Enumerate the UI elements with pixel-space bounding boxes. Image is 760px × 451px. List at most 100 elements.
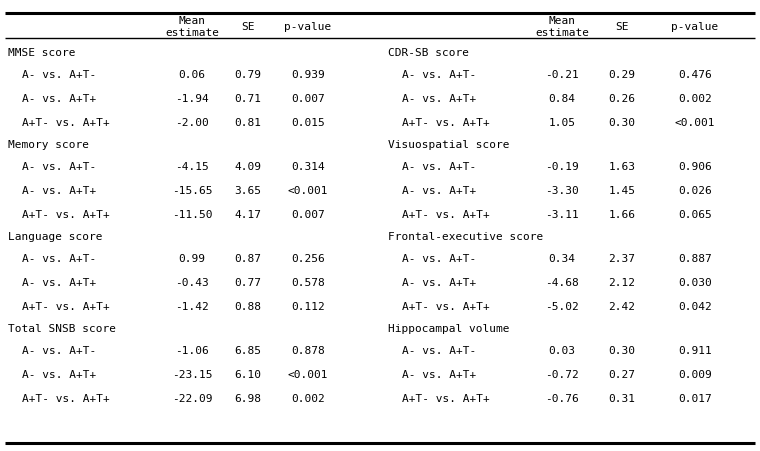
Text: 0.03: 0.03 (549, 345, 575, 355)
Text: 0.065: 0.065 (678, 210, 712, 220)
Text: CDR-SB score: CDR-SB score (388, 48, 469, 58)
Text: -22.09: -22.09 (172, 393, 212, 403)
Text: 0.007: 0.007 (291, 210, 325, 220)
Text: Total SNSB score: Total SNSB score (8, 323, 116, 333)
Text: A+T- vs. A+T+: A+T- vs. A+T+ (22, 210, 109, 220)
Text: A- vs. A+T-: A- vs. A+T- (402, 253, 477, 263)
Text: 0.476: 0.476 (678, 70, 712, 80)
Text: 4.09: 4.09 (235, 161, 261, 172)
Text: 0.112: 0.112 (291, 301, 325, 311)
Text: 0.042: 0.042 (678, 301, 712, 311)
Text: A+T- vs. A+T+: A+T- vs. A+T+ (22, 393, 109, 403)
Text: 0.017: 0.017 (678, 393, 712, 403)
Text: 0.34: 0.34 (549, 253, 575, 263)
Text: <0.001: <0.001 (675, 118, 715, 128)
Text: <0.001: <0.001 (288, 186, 328, 196)
Text: 0.81: 0.81 (235, 118, 261, 128)
Text: Hippocampal volume: Hippocampal volume (388, 323, 509, 333)
Text: 0.87: 0.87 (235, 253, 261, 263)
Text: A+T- vs. A+T+: A+T- vs. A+T+ (22, 118, 109, 128)
Text: -1.42: -1.42 (175, 301, 209, 311)
Text: 4.17: 4.17 (235, 210, 261, 220)
Text: 0.99: 0.99 (179, 253, 205, 263)
Text: -3.11: -3.11 (545, 210, 579, 220)
Text: A- vs. A+T+: A- vs. A+T+ (402, 277, 477, 287)
Text: -4.68: -4.68 (545, 277, 579, 287)
Text: 0.002: 0.002 (291, 393, 325, 403)
Text: A- vs. A+T+: A- vs. A+T+ (402, 94, 477, 104)
Text: 0.578: 0.578 (291, 277, 325, 287)
Text: A- vs. A+T-: A- vs. A+T- (22, 161, 97, 172)
Text: A+T- vs. A+T+: A+T- vs. A+T+ (402, 301, 489, 311)
Text: -15.65: -15.65 (172, 186, 212, 196)
Text: p-value: p-value (671, 22, 719, 32)
Text: 1.05: 1.05 (549, 118, 575, 128)
Text: 0.002: 0.002 (678, 94, 712, 104)
Text: A- vs. A+T-: A- vs. A+T- (22, 345, 97, 355)
Text: 2.12: 2.12 (609, 277, 635, 287)
Text: 0.256: 0.256 (291, 253, 325, 263)
Text: A- vs. A+T+: A- vs. A+T+ (22, 277, 97, 287)
Text: 0.26: 0.26 (609, 94, 635, 104)
Text: -0.21: -0.21 (545, 70, 579, 80)
Text: -0.19: -0.19 (545, 161, 579, 172)
Text: -11.50: -11.50 (172, 210, 212, 220)
Text: p-value: p-value (284, 22, 331, 32)
Text: 0.71: 0.71 (235, 94, 261, 104)
Text: 0.911: 0.911 (678, 345, 712, 355)
Text: 6.85: 6.85 (235, 345, 261, 355)
Text: Mean
estimate: Mean estimate (165, 16, 219, 38)
Text: SE: SE (616, 22, 629, 32)
Text: 0.878: 0.878 (291, 345, 325, 355)
Text: 0.314: 0.314 (291, 161, 325, 172)
Text: 1.45: 1.45 (609, 186, 635, 196)
Text: 0.27: 0.27 (609, 369, 635, 379)
Text: -3.30: -3.30 (545, 186, 579, 196)
Text: A+T- vs. A+T+: A+T- vs. A+T+ (402, 393, 489, 403)
Text: A- vs. A+T+: A- vs. A+T+ (22, 186, 97, 196)
Text: 0.939: 0.939 (291, 70, 325, 80)
Text: 3.65: 3.65 (235, 186, 261, 196)
Text: -23.15: -23.15 (172, 369, 212, 379)
Text: 0.007: 0.007 (291, 94, 325, 104)
Text: 0.88: 0.88 (235, 301, 261, 311)
Text: A- vs. A+T-: A- vs. A+T- (22, 253, 97, 263)
Text: 2.42: 2.42 (609, 301, 635, 311)
Text: MMSE score: MMSE score (8, 48, 75, 58)
Text: 0.009: 0.009 (678, 369, 712, 379)
Text: 0.29: 0.29 (609, 70, 635, 80)
Text: 0.84: 0.84 (549, 94, 575, 104)
Text: A- vs. A+T-: A- vs. A+T- (22, 70, 97, 80)
Text: 0.06: 0.06 (179, 70, 205, 80)
Text: <0.001: <0.001 (288, 369, 328, 379)
Text: A- vs. A+T+: A- vs. A+T+ (402, 186, 477, 196)
Text: A- vs. A+T+: A- vs. A+T+ (22, 94, 97, 104)
Text: -1.06: -1.06 (175, 345, 209, 355)
Text: A+T- vs. A+T+: A+T- vs. A+T+ (22, 301, 109, 311)
Text: 1.63: 1.63 (609, 161, 635, 172)
Text: -0.43: -0.43 (175, 277, 209, 287)
Text: A- vs. A+T+: A- vs. A+T+ (22, 369, 97, 379)
Text: 2.37: 2.37 (609, 253, 635, 263)
Text: SE: SE (241, 22, 255, 32)
Text: -0.76: -0.76 (545, 393, 579, 403)
Text: A- vs. A+T-: A- vs. A+T- (402, 161, 477, 172)
Text: Frontal-executive score: Frontal-executive score (388, 231, 543, 241)
Text: 0.77: 0.77 (235, 277, 261, 287)
Text: 0.79: 0.79 (235, 70, 261, 80)
Text: 0.31: 0.31 (609, 393, 635, 403)
Text: 0.030: 0.030 (678, 277, 712, 287)
Text: 0.30: 0.30 (609, 118, 635, 128)
Text: 0.015: 0.015 (291, 118, 325, 128)
Text: Language score: Language score (8, 231, 103, 241)
Text: Memory score: Memory score (8, 140, 89, 150)
Text: 0.026: 0.026 (678, 186, 712, 196)
Text: -5.02: -5.02 (545, 301, 579, 311)
Text: 0.30: 0.30 (609, 345, 635, 355)
Text: Mean
estimate: Mean estimate (535, 16, 589, 38)
Text: A- vs. A+T+: A- vs. A+T+ (402, 369, 477, 379)
Text: 1.66: 1.66 (609, 210, 635, 220)
Text: 0.887: 0.887 (678, 253, 712, 263)
Text: A- vs. A+T-: A- vs. A+T- (402, 345, 477, 355)
Text: A+T- vs. A+T+: A+T- vs. A+T+ (402, 210, 489, 220)
